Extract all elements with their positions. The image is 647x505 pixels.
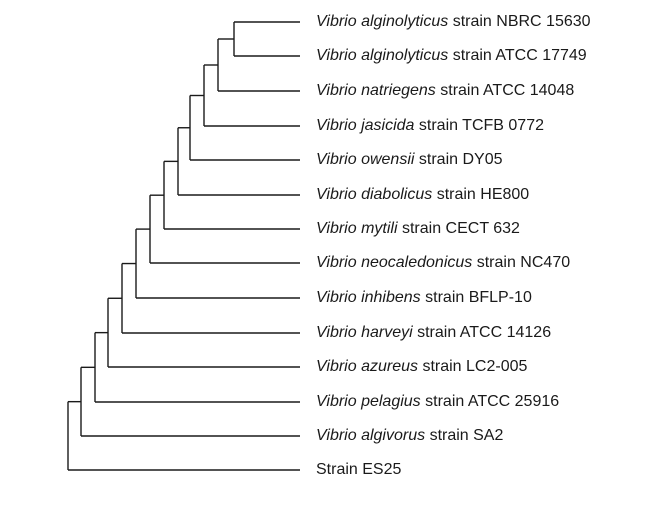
leaf-label: Vibrio alginolyticus strain ATCC 17749 [316, 44, 587, 68]
strain-name: strain ATCC 14126 [417, 324, 552, 341]
leaf-label: Vibrio diabolicus strain HE800 [316, 183, 529, 207]
leaf-label: Vibrio mytili strain CECT 632 [316, 217, 520, 241]
leaf-label: Strain ES25 [316, 458, 401, 482]
genus-name: Vibrio [316, 254, 357, 271]
genus-name: Vibrio [316, 427, 357, 444]
genus-name: Vibrio [316, 358, 357, 375]
species-name: owensii [361, 151, 415, 168]
genus-name: Vibrio [316, 117, 357, 134]
species-name: neocaledonicus [361, 254, 473, 271]
species-name: pelagius [361, 393, 421, 410]
species-name: diabolicus [361, 186, 433, 203]
strain-name: strain BFLP-10 [425, 289, 532, 306]
genus-name: Vibrio [316, 186, 357, 203]
leaf-label: Vibrio algivorus strain SA2 [316, 424, 503, 448]
strain-name: strain TCFB 0772 [418, 117, 544, 134]
strain-name: strain NC470 [476, 254, 571, 271]
strain-name: strain LC2-005 [422, 358, 528, 375]
strain-name: strain ATCC 17749 [452, 47, 587, 64]
strain-name: strain CECT 632 [401, 220, 520, 237]
strain-name: Strain ES25 [316, 461, 402, 478]
species-name: inhibens [361, 289, 421, 306]
genus-name: Vibrio [316, 13, 357, 30]
genus-name: Vibrio [316, 393, 357, 410]
leaf-label: Vibrio harveyi strain ATCC 14126 [316, 321, 551, 345]
species-name: harveyi [361, 324, 413, 341]
leaf-label: Vibrio natriegens strain ATCC 14048 [316, 79, 574, 103]
genus-name: Vibrio [316, 289, 357, 306]
species-name: alginolyticus [361, 47, 449, 64]
genus-name: Vibrio [316, 82, 357, 99]
genus-name: Vibrio [316, 151, 357, 168]
strain-name: strain HE800 [436, 186, 530, 203]
species-name: natriegens [361, 82, 436, 99]
leaf-label: Vibrio owensii strain DY05 [316, 148, 502, 172]
genus-name: Vibrio [316, 220, 357, 237]
leaf-label: Vibrio jasicida strain TCFB 0772 [316, 114, 544, 138]
leaf-label: Vibrio alginolyticus strain NBRC 15630 [316, 10, 591, 34]
leaf-label: Vibrio pelagius strain ATCC 25916 [316, 390, 559, 414]
species-name: alginolyticus [361, 13, 449, 30]
strain-name: strain ATCC 14048 [440, 82, 575, 99]
species-name: jasicida [361, 117, 415, 134]
strain-name: strain SA2 [429, 427, 504, 444]
genus-name: Vibrio [316, 324, 357, 341]
species-name: azureus [361, 358, 418, 375]
species-name: mytili [361, 220, 398, 237]
strain-name: strain ATCC 25916 [425, 393, 560, 410]
leaf-label: Vibrio azureus strain LC2-005 [316, 355, 527, 379]
species-name: algivorus [361, 427, 426, 444]
genus-name: Vibrio [316, 47, 357, 64]
strain-name: strain NBRC 15630 [452, 13, 591, 30]
strain-name: strain DY05 [418, 151, 503, 168]
leaf-label: Vibrio inhibens strain BFLP-10 [316, 286, 532, 310]
leaf-label: Vibrio neocaledonicus strain NC470 [316, 251, 570, 275]
